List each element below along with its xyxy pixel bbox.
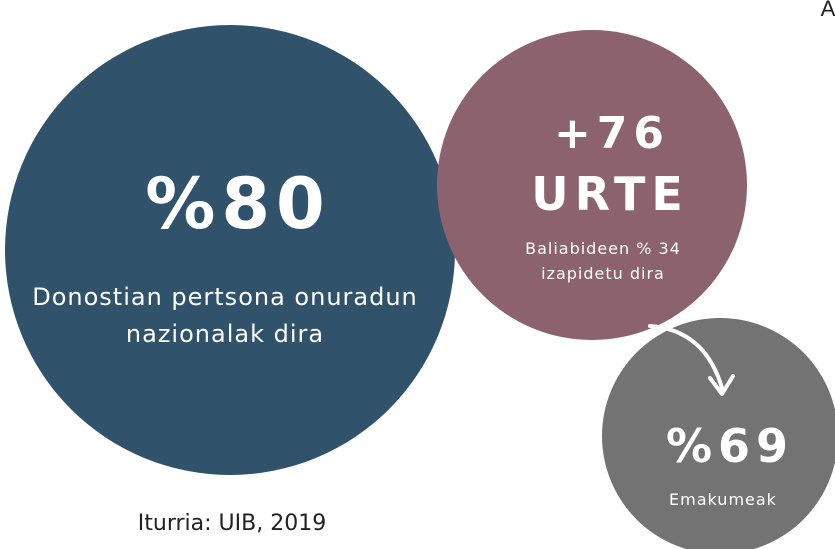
caption: Baliabideen % 34 [525,239,681,258]
circle-gray [602,318,835,549]
caption: Emakumeak [669,490,777,509]
caption: Donostian pertsona onuradun [32,283,418,311]
source: Iturria: UIB, 2019 [138,511,326,536]
arrow-head [708,374,735,396]
headline: %80 [145,163,331,245]
arrow [648,324,724,390]
headline: +76 [554,108,670,159]
caption: nazionalak dira [126,320,324,348]
caption: izapidetu dira [541,264,665,283]
circle-mauve [437,30,747,340]
circle-main [5,25,455,475]
headline: URTE [531,167,689,221]
corner-text: A [821,0,835,21]
headline: %69 [666,419,794,473]
